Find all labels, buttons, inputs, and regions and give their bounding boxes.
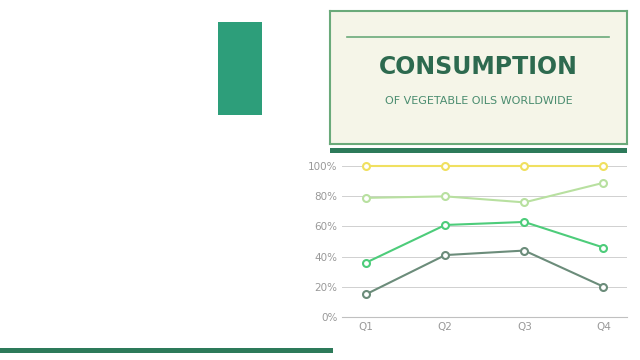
Text: CONSUMPTION: CONSUMPTION (379, 55, 578, 79)
Text: OF VEGETABLE OILS WORLDWIDE: OF VEGETABLE OILS WORLDWIDE (385, 96, 572, 106)
Legend: Palm Oil, Soybean Oil, Peanut Oil, Olive Oil: Palm Oil, Soybean Oil, Peanut Oil, Olive… (348, 358, 621, 360)
